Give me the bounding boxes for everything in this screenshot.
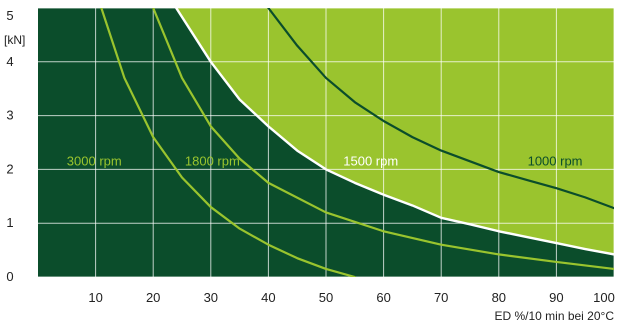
y-tick-label: 1 (6, 215, 13, 230)
x-axis-label: ED %/10 min bei 20°C (494, 309, 614, 323)
series-line-1000-rpm (267, 8, 614, 210)
light-region (176, 8, 614, 255)
series-labels: 3000 rpm 1800 rpm 1500 rpm 1000 rpm (67, 153, 583, 168)
y-tick-label: 5 (6, 8, 13, 23)
series-line-3000-rpm (100, 8, 356, 277)
x-tick-label: 70 (434, 290, 448, 305)
series-lines (100, 8, 614, 277)
x-tick-label: 60 (376, 290, 390, 305)
boundary-line (175, 8, 614, 256)
y-tick-labels: 0 1 2 3 4 5 (6, 8, 13, 284)
x-tick-label: 100 (593, 290, 615, 305)
y-axis-unit-label: [kN] (4, 33, 25, 47)
y-tick-label: 0 (6, 269, 13, 284)
x-tick-label: 80 (492, 290, 506, 305)
x-tick-label: 30 (204, 290, 218, 305)
y-tick-label: 3 (6, 108, 13, 123)
series-label-1500-rpm: 1500 rpm (343, 153, 398, 168)
x-tick-label: 90 (549, 290, 563, 305)
x-tick-label: 50 (319, 290, 333, 305)
series-label-1800-rpm: 1800 rpm (185, 153, 240, 168)
y-tick-label: 4 (6, 54, 13, 69)
x-tick-labels: 10 20 30 40 50 60 70 80 90 100 (88, 290, 614, 305)
series-line-1800-rpm (152, 8, 614, 271)
x-tick-label: 20 (146, 290, 160, 305)
x-tick-label: 10 (88, 290, 102, 305)
series-label-1000-rpm: 1000 rpm (528, 153, 583, 168)
series-label-3000-rpm: 3000 rpm (67, 153, 122, 168)
x-tick-label: 40 (261, 290, 275, 305)
y-tick-label: 2 (6, 161, 13, 176)
